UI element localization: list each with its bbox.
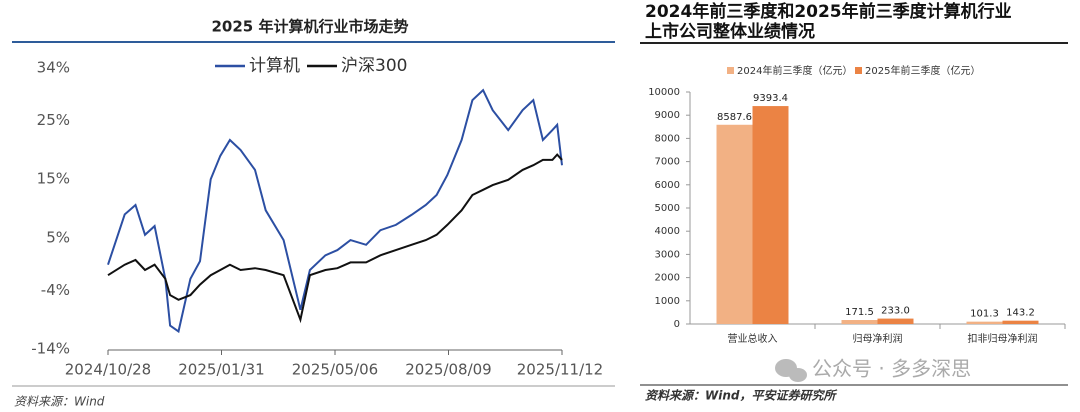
legend-swatch bbox=[727, 67, 734, 74]
x-tick-label: 2025/08/09 bbox=[405, 361, 491, 379]
chart-title: 2024年前三季度和2025年前三季度计算机行业上市公司整体业绩情况 bbox=[645, 2, 1012, 42]
x-tick-label: 2025/01/31 bbox=[178, 361, 264, 379]
chart-title: 2025 年计算机行业市场走势 bbox=[212, 18, 409, 36]
value-label: 9393.4 bbox=[753, 93, 788, 104]
legend-label: 2025年前三季度（亿元） bbox=[865, 64, 980, 77]
bar bbox=[841, 320, 878, 324]
legend-label: 2024年前三季度（亿元） bbox=[737, 64, 852, 77]
x-tick-label: 2025/11/12 bbox=[517, 361, 603, 379]
x-tick-label: 2025/05/06 bbox=[292, 361, 378, 379]
y-tick-label: 9000 bbox=[655, 110, 680, 121]
y-tick-label: -14% bbox=[31, 340, 70, 358]
y-tick-label: 0 bbox=[674, 319, 680, 330]
y-tick-label: 3000 bbox=[655, 249, 680, 260]
y-tick-label: 1000 bbox=[655, 296, 680, 307]
y-tick-label: 34% bbox=[37, 59, 70, 77]
x-tick-label: 营业总收入 bbox=[728, 332, 778, 345]
value-label: 8587.6 bbox=[717, 112, 752, 123]
y-tick-label: 6000 bbox=[655, 180, 680, 191]
y-tick-label: 4000 bbox=[655, 226, 680, 237]
series-line bbox=[107, 88, 563, 334]
bar bbox=[877, 318, 914, 324]
source: 资料来源：Wind bbox=[14, 395, 105, 409]
value-label: 233.0 bbox=[881, 306, 910, 317]
value-label: 171.5 bbox=[845, 307, 874, 318]
value-label: 101.3 bbox=[970, 309, 999, 320]
legend-label: 计算机 bbox=[249, 56, 300, 76]
y-tick-label: 2000 bbox=[655, 273, 680, 284]
bar bbox=[716, 124, 753, 325]
x-tick-label: 2024/10/28 bbox=[65, 361, 151, 379]
y-tick-label: 7000 bbox=[655, 157, 680, 168]
source: 资料来源：Wind，平安证券研究所 bbox=[645, 389, 837, 403]
bar bbox=[1002, 320, 1039, 324]
y-tick-label: 8000 bbox=[655, 133, 680, 144]
value-label: 143.2 bbox=[1006, 308, 1035, 319]
watermark: 公众号 · 多多深思 bbox=[812, 357, 971, 381]
x-tick-label: 扣非归母净利润 bbox=[968, 332, 1038, 345]
legend-swatch bbox=[855, 67, 862, 74]
bar bbox=[752, 106, 789, 324]
watermark-icon bbox=[775, 359, 807, 382]
legend-label: 沪深300 bbox=[341, 56, 407, 76]
y-tick-label: 15% bbox=[37, 170, 70, 188]
y-tick-label: 10000 bbox=[648, 87, 680, 98]
y-tick-label: 5% bbox=[46, 228, 70, 246]
bar bbox=[966, 321, 1003, 324]
y-tick-label: 5000 bbox=[655, 203, 680, 214]
series-line bbox=[107, 153, 563, 324]
y-tick-label: 25% bbox=[37, 111, 70, 129]
y-tick-label: -4% bbox=[41, 281, 70, 299]
x-tick-label: 归母净利润 bbox=[853, 332, 903, 345]
